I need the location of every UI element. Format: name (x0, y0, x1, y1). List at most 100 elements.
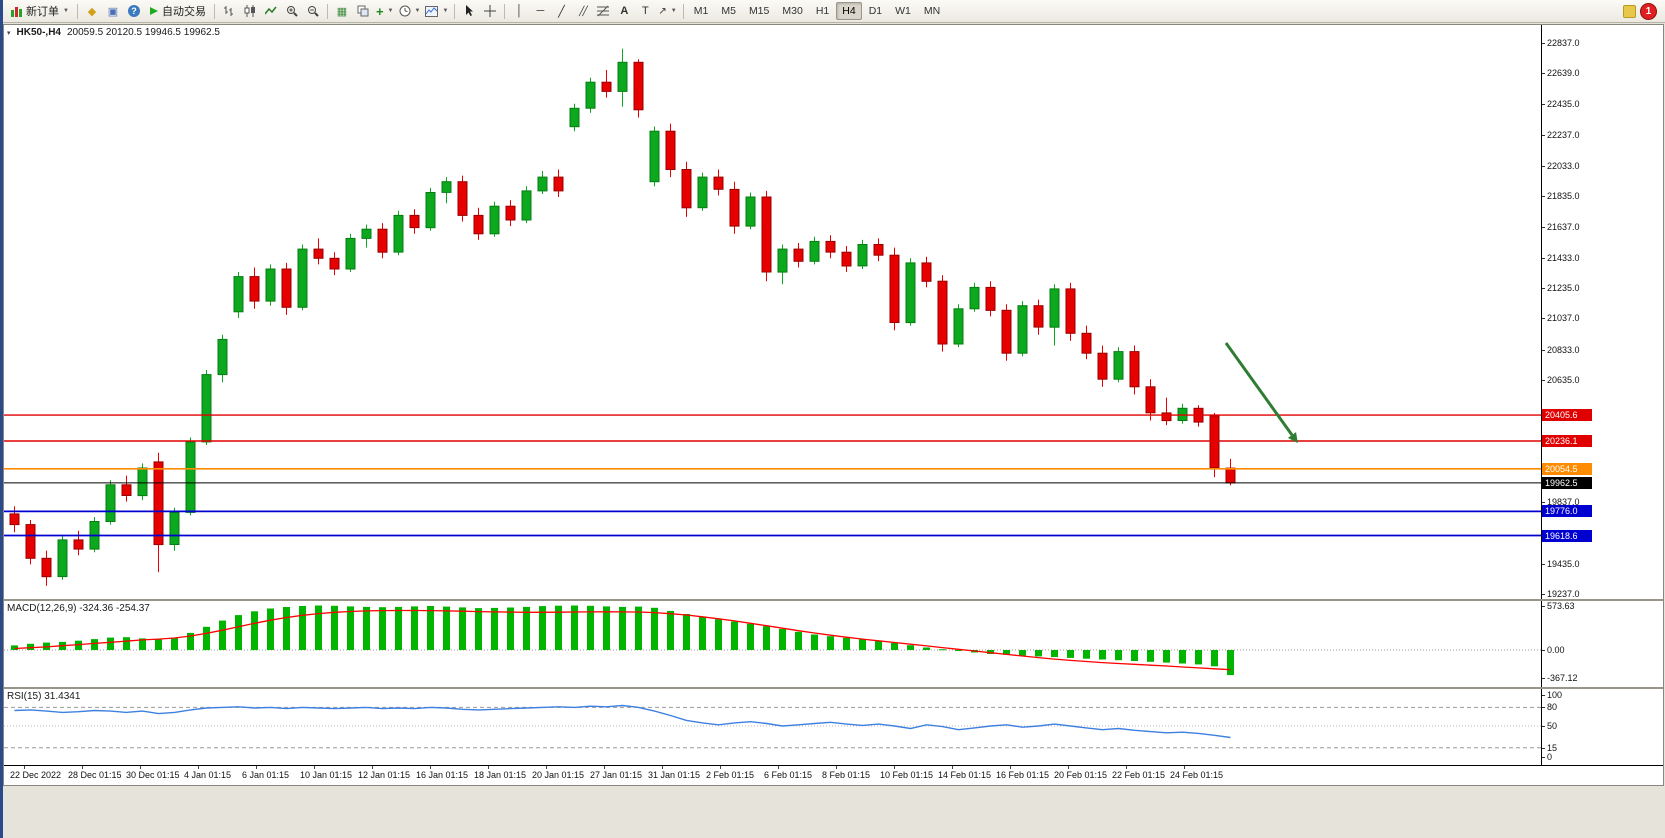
price-tag: 20236.1 (1542, 435, 1592, 447)
chart-window: ▾ HK50-,H4 20059.5 20120.5 19946.5 19962… (3, 24, 1664, 786)
price-chart-plot[interactable]: ▾ HK50-,H4 20059.5 20120.5 19946.5 19962… (4, 25, 1541, 599)
toolbar: 新订单 ▼ ◆ ▣? 自动交易 ▦ + ▼ ▼ ▼ │ ─ ╱ ╱╱ A T ↗ ▼ M1 M5 M15 M30 H1 H4 D… (3, 0, 1665, 23)
timeframe-w1-button[interactable]: W1 (895, 5, 911, 17)
periods-icon[interactable]: ▼ (397, 2, 423, 21)
price-tick-label: 19837.0 (1547, 497, 1580, 507)
trendline-icon[interactable]: ╱ (558, 5, 565, 18)
macd-tick (1542, 650, 1545, 651)
time-tick (778, 766, 779, 769)
time-tick (82, 766, 83, 769)
candlestick-chart-icon[interactable] (240, 2, 260, 21)
time-tick (662, 766, 663, 769)
price-tick-label: 20833.0 (1547, 345, 1580, 355)
time-axis[interactable]: 22 Dec 2022 28 Dec 01:15 30 Dec 01:15 4 Jan… (4, 765, 1663, 784)
price-tick (1542, 564, 1545, 565)
time-label: 4 Jan 01:15 (184, 770, 232, 780)
time-tick (836, 766, 837, 769)
rsi-panel[interactable]: RSI(15) 31.4341 (4, 689, 1541, 765)
macd-tick-label: 573.63 (1547, 601, 1575, 611)
price-tick (1542, 288, 1545, 289)
time-label: 22 Dec 2022 (10, 770, 62, 780)
panel-splitter-2[interactable] (4, 687, 1663, 689)
vertical-line-icon[interactable]: │ (515, 5, 523, 17)
price-axis[interactable]: 22837.0 22639.0 22435.0 22237.0 22033.0 21835… (1541, 25, 1663, 599)
price-tag: 19962.5 (1542, 477, 1592, 489)
macd-header: MACD(12,26,9) -324.36 -254.37 (7, 603, 150, 614)
price-tick (1542, 380, 1545, 381)
rsi-tick (1542, 726, 1545, 727)
timeframe-h1-button[interactable]: H1 (815, 5, 830, 17)
rsi-axis[interactable]: 100 80 50 15 0 (1541, 689, 1663, 765)
chart-header: ▾ HK50-,H4 20059.5 20120.5 19946.5 19962… (7, 27, 220, 38)
toolbar-separator (504, 3, 506, 19)
rsi-tick (1542, 695, 1545, 696)
panel-splitter-1[interactable] (4, 599, 1663, 601)
line-chart-icon[interactable] (261, 2, 281, 21)
timeframe-m5-button[interactable]: M5 (721, 5, 736, 17)
templates-icon[interactable]: ▼ (423, 2, 450, 21)
price-tick (1542, 318, 1545, 319)
time-label: 2 Feb 01:15 (706, 770, 755, 780)
price-tag: 19618.6 (1542, 530, 1592, 542)
time-tick (256, 766, 257, 769)
alert-badge[interactable]: 1 (1640, 2, 1657, 20)
rsi-tick (1542, 757, 1545, 758)
rsi-header: RSI(15) 31.4341 (7, 691, 81, 702)
macd-canvas[interactable] (4, 601, 1541, 687)
symbols-icon[interactable]: ◆ (87, 5, 97, 18)
macd-panel[interactable]: MACD(12,26,9) -324.36 -254.37 (4, 601, 1541, 687)
channel-icon[interactable]: ╱╱ (578, 5, 588, 16)
autotrade-button[interactable]: 自动交易 (145, 2, 210, 21)
indicators-icon[interactable]: + ▼ (375, 3, 394, 19)
time-tick (140, 766, 141, 769)
rsi-tick (1542, 707, 1545, 708)
rsi-tick-label: 80 (1547, 702, 1558, 712)
timeframe-m15-button[interactable]: M15 (748, 5, 770, 17)
toolbar-separator (213, 3, 215, 19)
time-tick (24, 766, 25, 769)
time-tick (546, 766, 547, 769)
rsi-canvas[interactable] (4, 689, 1541, 765)
rsi-tick-label: 15 (1547, 743, 1558, 753)
data-window-icon[interactable]: ▣ (107, 5, 119, 18)
fibonacci-icon[interactable] (593, 2, 613, 21)
bar-chart-icon[interactable] (219, 2, 239, 21)
time-label: 24 Feb 01:15 (1170, 770, 1224, 780)
price-tick (1542, 104, 1545, 105)
time-tick (894, 766, 895, 769)
time-tick (488, 766, 489, 769)
text-icon[interactable]: A (620, 5, 629, 17)
timeframe-h4-button[interactable]: H4 (836, 2, 862, 20)
time-label: 27 Jan 01:15 (590, 770, 643, 780)
horizontal-line-icon[interactable]: ─ (536, 5, 545, 17)
time-label: 22 Feb 01:15 (1112, 770, 1166, 780)
time-tick (430, 766, 431, 769)
time-label: 6 Jan 01:15 (242, 770, 290, 780)
timeframe-m30-button[interactable]: M30 (782, 5, 803, 17)
collapse-icon[interactable]: ▾ (7, 29, 11, 37)
candlestick-canvas[interactable] (4, 25, 1541, 599)
zoom-in-icon[interactable] (282, 2, 302, 21)
cascade-windows-icon[interactable] (353, 2, 373, 21)
price-tick-label: 21235.0 (1547, 283, 1580, 293)
time-label: 6 Feb 01:15 (764, 770, 813, 780)
timeframe-m1-button[interactable]: M1 (693, 5, 709, 17)
macd-tick-label: -367.12 (1547, 673, 1578, 683)
crosshair-icon[interactable] (480, 2, 500, 21)
price-tick-label: 19237.0 (1547, 589, 1580, 599)
new-order-button[interactable]: 新订单 ▼ (7, 2, 73, 21)
macd-axis[interactable]: 573.63 0.00 -367.12 (1541, 601, 1663, 687)
rsi-tick-label: 0 (1547, 752, 1553, 762)
macd-tick (1542, 606, 1545, 607)
timeframe-mn-button[interactable]: MN (923, 5, 941, 17)
help-icon[interactable]: ? (124, 2, 144, 21)
timeframe-d1-button[interactable]: D1 (868, 5, 883, 17)
label-icon[interactable]: T (642, 5, 649, 17)
zoom-out-icon[interactable] (303, 2, 323, 21)
notification-icon[interactable] (1619, 2, 1639, 21)
tile-windows-icon[interactable]: ▦ (336, 5, 348, 18)
shapes-icon[interactable]: ↗ ▼ (658, 5, 677, 17)
time-tick (1184, 766, 1185, 769)
cursor-icon[interactable] (459, 2, 479, 21)
chart-grid: ▾ HK50-,H4 20059.5 20120.5 19946.5 19962… (4, 25, 1663, 785)
